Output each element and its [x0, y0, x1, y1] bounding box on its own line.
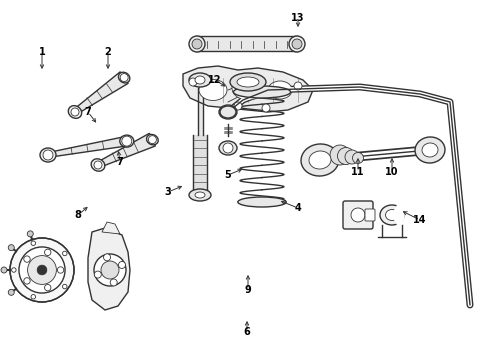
- Ellipse shape: [380, 205, 404, 225]
- Ellipse shape: [189, 36, 205, 52]
- FancyBboxPatch shape: [343, 201, 373, 229]
- Circle shape: [122, 136, 132, 146]
- Circle shape: [110, 279, 117, 286]
- Ellipse shape: [238, 197, 286, 207]
- FancyBboxPatch shape: [365, 209, 375, 221]
- Circle shape: [63, 251, 67, 256]
- Text: 9: 9: [245, 285, 251, 295]
- Circle shape: [43, 150, 53, 160]
- Text: 13: 13: [291, 13, 305, 23]
- Polygon shape: [48, 136, 127, 157]
- Circle shape: [10, 238, 74, 302]
- Circle shape: [95, 271, 101, 278]
- Ellipse shape: [422, 143, 438, 157]
- Circle shape: [27, 256, 56, 284]
- Circle shape: [148, 136, 156, 144]
- Text: 5: 5: [224, 170, 231, 180]
- Polygon shape: [102, 222, 120, 234]
- Circle shape: [12, 268, 16, 272]
- Circle shape: [45, 249, 51, 256]
- Ellipse shape: [195, 76, 205, 84]
- Polygon shape: [88, 228, 130, 310]
- Wedge shape: [392, 204, 404, 225]
- Ellipse shape: [40, 148, 56, 162]
- Ellipse shape: [219, 141, 237, 155]
- Polygon shape: [97, 133, 155, 167]
- Circle shape: [292, 39, 302, 49]
- Ellipse shape: [219, 105, 237, 119]
- Circle shape: [234, 102, 242, 110]
- Text: 7: 7: [85, 107, 91, 117]
- Circle shape: [31, 241, 36, 246]
- Text: 3: 3: [165, 187, 172, 197]
- Circle shape: [27, 231, 33, 237]
- Ellipse shape: [195, 192, 205, 198]
- Ellipse shape: [189, 73, 211, 87]
- Ellipse shape: [289, 36, 305, 52]
- Text: 6: 6: [244, 327, 250, 337]
- Circle shape: [1, 267, 7, 273]
- Circle shape: [119, 261, 125, 269]
- Text: 2: 2: [105, 47, 111, 57]
- Circle shape: [94, 161, 102, 169]
- Circle shape: [262, 104, 270, 112]
- Text: 11: 11: [351, 167, 365, 177]
- Ellipse shape: [232, 76, 264, 100]
- Circle shape: [57, 267, 64, 273]
- Polygon shape: [183, 66, 313, 112]
- Ellipse shape: [237, 77, 259, 87]
- Ellipse shape: [268, 81, 292, 99]
- Circle shape: [24, 256, 30, 262]
- Circle shape: [330, 145, 350, 165]
- Circle shape: [31, 294, 36, 299]
- Ellipse shape: [199, 80, 227, 100]
- Circle shape: [338, 148, 354, 165]
- Ellipse shape: [189, 189, 211, 201]
- Circle shape: [345, 150, 359, 164]
- Ellipse shape: [386, 210, 398, 220]
- Text: 10: 10: [385, 167, 399, 177]
- Circle shape: [192, 39, 202, 49]
- Circle shape: [103, 254, 111, 261]
- Text: 8: 8: [74, 210, 81, 220]
- Circle shape: [294, 82, 302, 90]
- Text: 7: 7: [117, 157, 123, 167]
- Ellipse shape: [119, 72, 130, 83]
- FancyBboxPatch shape: [195, 36, 299, 51]
- Circle shape: [120, 73, 128, 82]
- Ellipse shape: [91, 159, 105, 171]
- Ellipse shape: [230, 73, 266, 91]
- Circle shape: [94, 254, 126, 286]
- Ellipse shape: [233, 86, 291, 98]
- Circle shape: [352, 153, 364, 163]
- Circle shape: [45, 284, 51, 291]
- Circle shape: [24, 278, 30, 284]
- Ellipse shape: [309, 151, 331, 169]
- Text: 14: 14: [413, 215, 427, 225]
- Ellipse shape: [415, 137, 445, 163]
- Ellipse shape: [68, 105, 82, 118]
- Circle shape: [71, 108, 79, 116]
- Text: 4: 4: [294, 203, 301, 213]
- Ellipse shape: [120, 135, 134, 147]
- Ellipse shape: [147, 134, 158, 145]
- Circle shape: [63, 284, 67, 289]
- Ellipse shape: [301, 144, 339, 176]
- Circle shape: [8, 289, 14, 295]
- Text: 12: 12: [208, 75, 222, 85]
- Circle shape: [37, 265, 47, 275]
- Text: 1: 1: [39, 47, 46, 57]
- Ellipse shape: [220, 106, 236, 118]
- Polygon shape: [74, 72, 128, 114]
- Circle shape: [19, 247, 65, 293]
- Circle shape: [101, 261, 119, 279]
- Circle shape: [223, 143, 233, 153]
- Circle shape: [189, 78, 197, 86]
- Circle shape: [8, 245, 14, 251]
- Circle shape: [223, 107, 233, 117]
- Circle shape: [351, 208, 365, 222]
